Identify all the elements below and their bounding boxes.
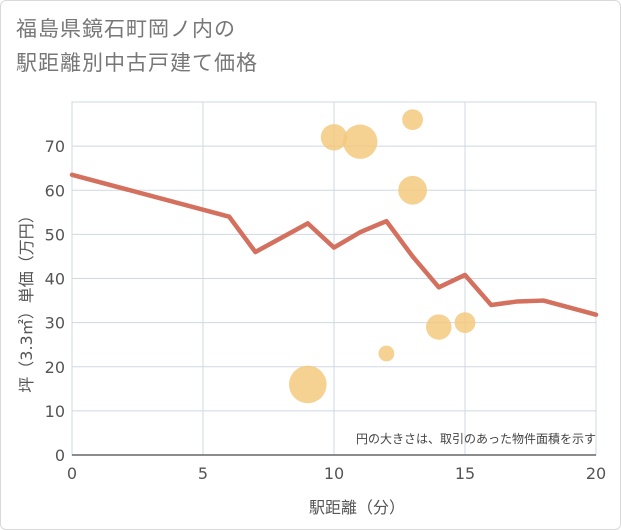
title-line-1: 福島県鏡石町岡ノ内の — [16, 17, 236, 41]
chart-title: 福島県鏡石町岡ノ内の 駅距離別中古戸建て価格 — [16, 12, 258, 80]
x-tick-label: 10 — [324, 464, 344, 483]
x-tick-label: 5 — [198, 464, 208, 483]
scatter-point — [288, 365, 327, 404]
scatter-point — [320, 124, 348, 151]
scatter-point — [398, 175, 427, 205]
line-series — [69, 172, 599, 317]
y-tick-label: 70 — [45, 137, 65, 156]
line-path — [69, 172, 599, 317]
y-tick-label: 0 — [55, 446, 65, 465]
y-tick-label: 50 — [45, 225, 65, 244]
scatter-point — [426, 314, 452, 340]
x-tick-label: 15 — [455, 464, 475, 483]
scatter-point — [343, 124, 378, 159]
y-tick-label: 40 — [45, 270, 65, 289]
tick-labels: 0 5 10 15 20 0 10 20 30 40 50 60 70 — [45, 137, 607, 483]
y-tick-label: 30 — [45, 314, 65, 333]
x-tick-label: 20 — [586, 464, 606, 483]
scatter-point — [402, 109, 423, 131]
scatter-point — [454, 312, 476, 334]
y-tick-label: 10 — [45, 402, 65, 421]
y-axis-label: 坪（3.3㎡）単価（万円） — [17, 207, 36, 392]
y-tick-label: 60 — [45, 181, 65, 200]
scatter-point — [378, 345, 395, 362]
size-note: 円の大きさは、取引のあった物件面積を示す — [356, 431, 596, 446]
grid — [71, 101, 597, 456]
title-line-2: 駅距離別中古戸建て価格 — [16, 51, 258, 75]
scatter-series — [288, 109, 476, 404]
x-tick-label: 0 — [67, 464, 77, 483]
x-axis-label: 駅距離（分） — [309, 498, 405, 517]
y-tick-label: 20 — [45, 358, 65, 377]
